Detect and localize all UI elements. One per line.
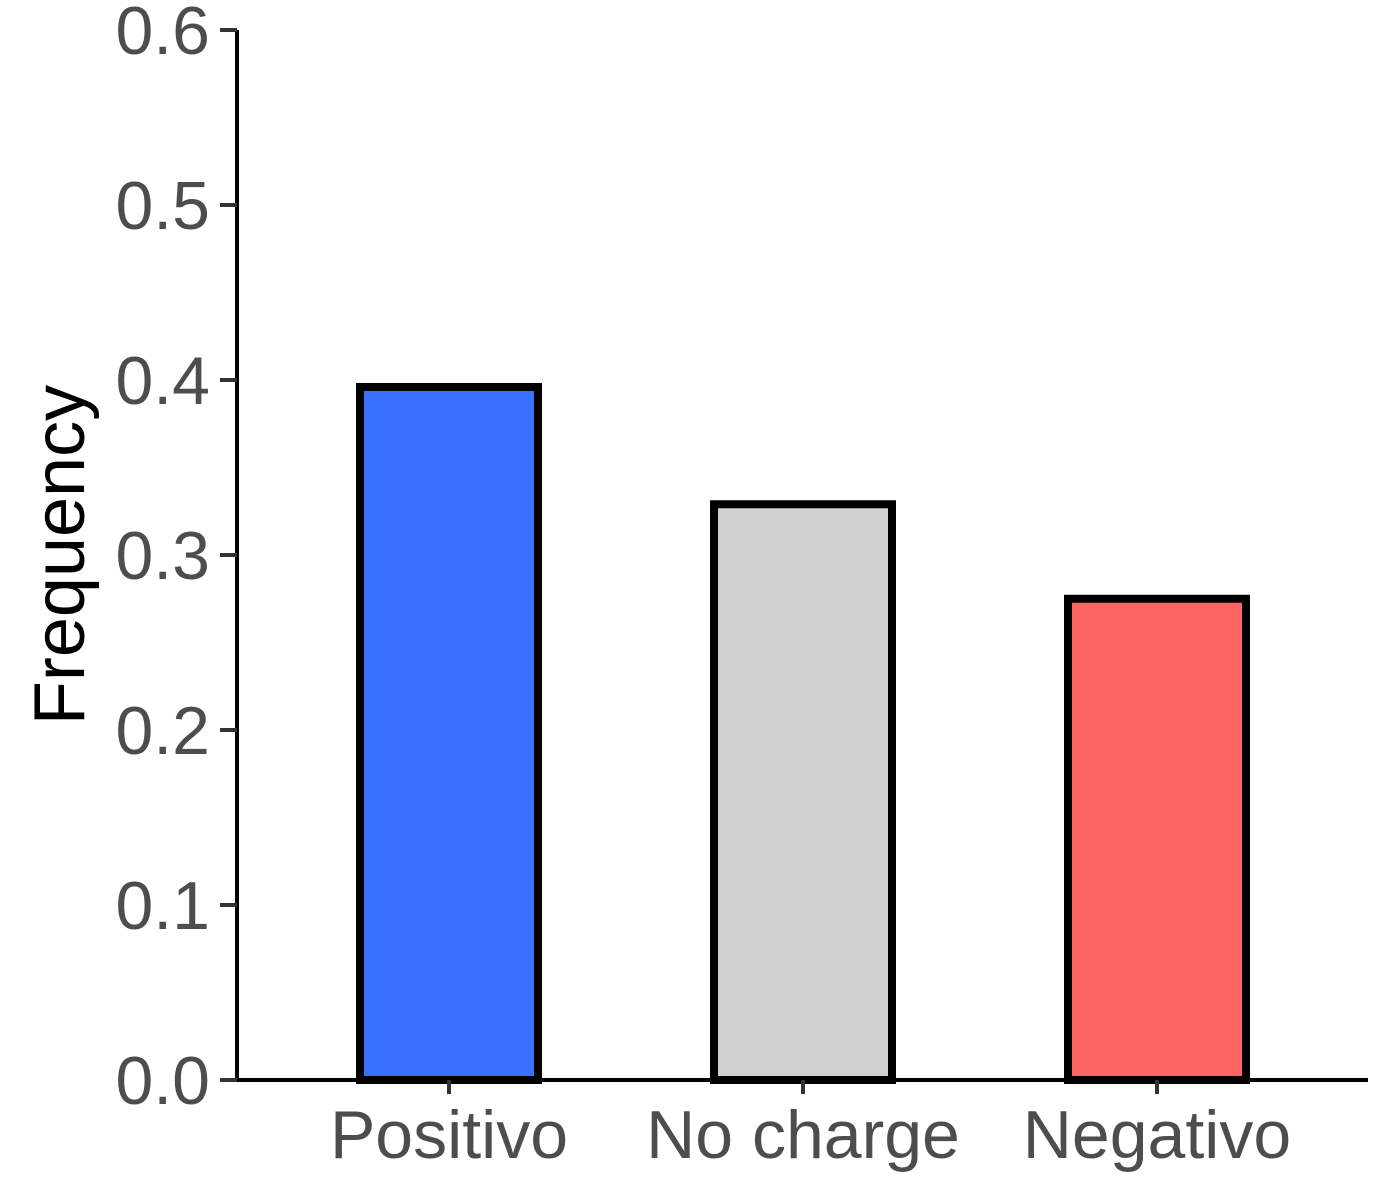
y-tick-label: 0.3 xyxy=(115,518,210,594)
x-axis: Positivo No charge Negativo xyxy=(237,1078,1368,1173)
y-axis-title: Frequency xyxy=(20,385,100,725)
x-tick-label: Positivo xyxy=(330,1097,568,1173)
y-tick-label: 0.4 xyxy=(115,343,210,419)
y-tick-label: 0.2 xyxy=(115,693,210,769)
y-tick-label: 0.5 xyxy=(115,168,210,244)
x-tick-label: Negativo xyxy=(1023,1097,1291,1173)
y-tick-label: 0.0 xyxy=(115,1043,210,1119)
y-tick-label: 0.1 xyxy=(115,868,210,944)
y-axis: 0.0 0.1 0.2 0.3 0.4 0.5 0.6 xyxy=(115,0,239,1119)
y-tick-label: 0.6 xyxy=(115,0,210,69)
bar-positivo xyxy=(356,383,542,1084)
bars xyxy=(356,383,1250,1084)
bar-negativo xyxy=(1064,594,1250,1084)
x-tick-label: No charge xyxy=(646,1097,960,1173)
bar-no-charge xyxy=(710,500,896,1084)
